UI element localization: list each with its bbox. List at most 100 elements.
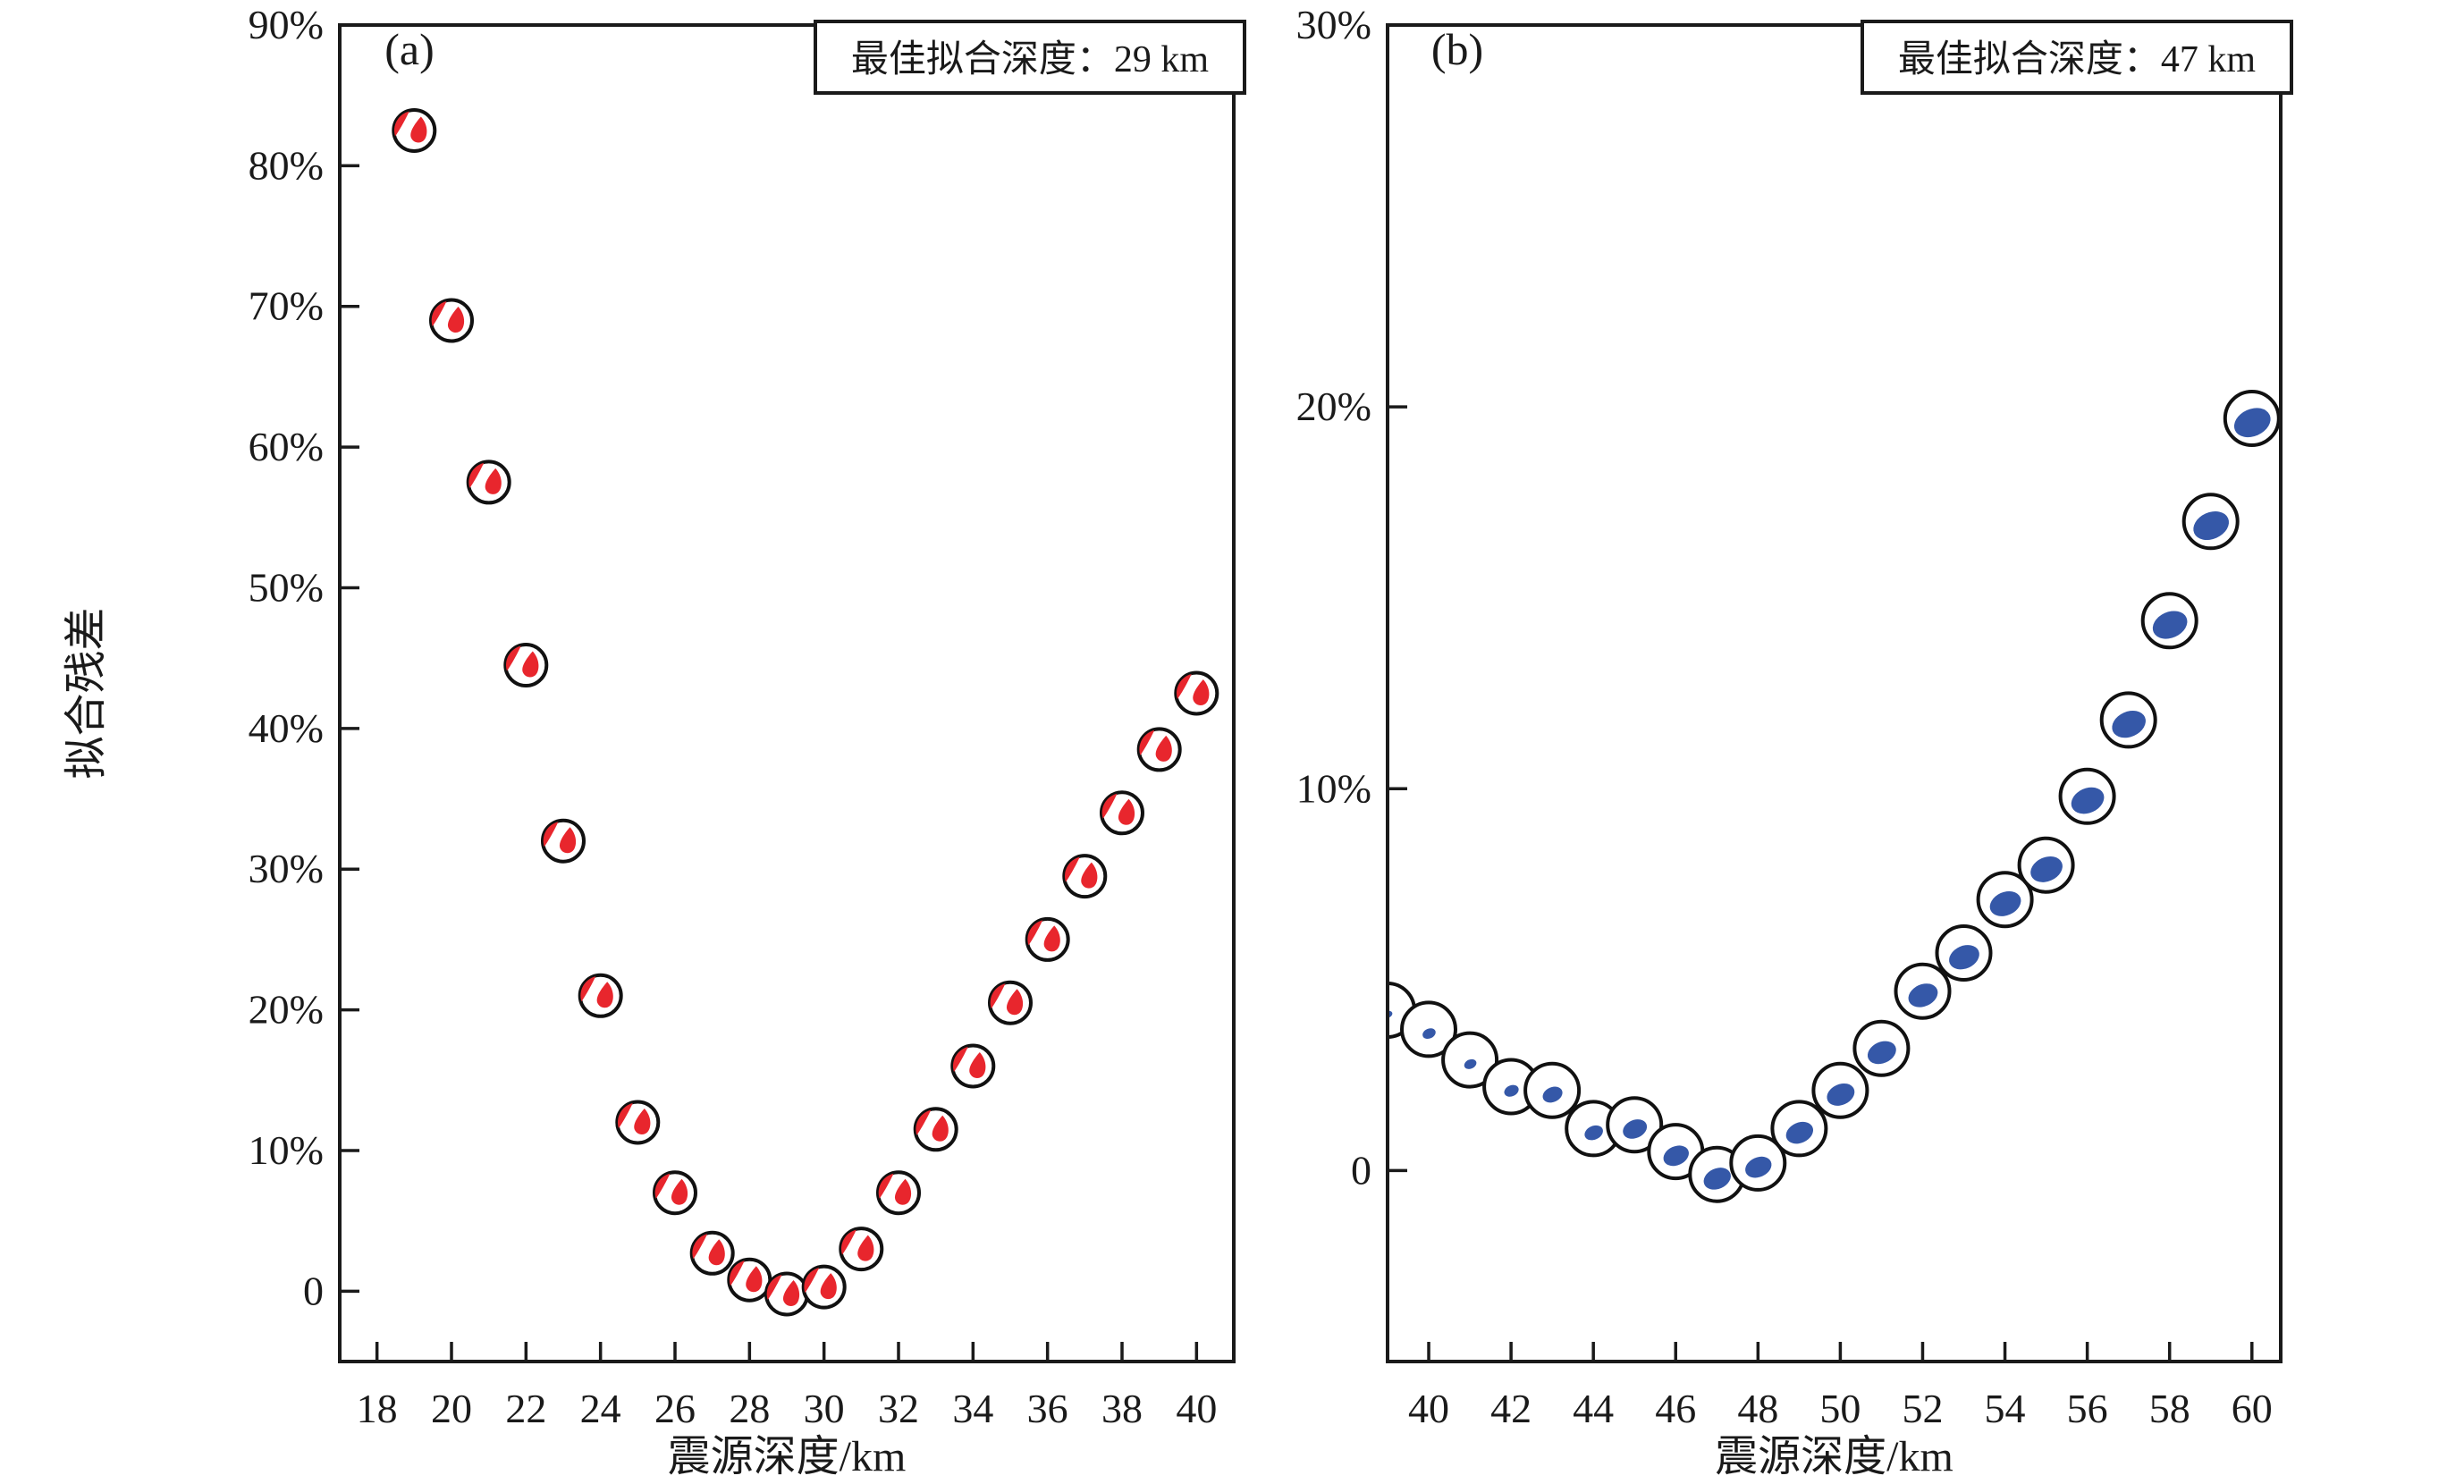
beachball-marker [1976,871,2034,929]
y-tick-label: 40% [249,705,324,751]
y-tick-label: 20% [249,987,324,1033]
beachball-red-pattern [729,1261,763,1293]
red-teardrop-lobe [969,1052,986,1079]
blue-compression-lobe [1422,1028,1436,1040]
beachball-marker [653,1170,697,1216]
red-crescent-lobe [990,983,1006,1009]
y-axis-label: 拟合残差 [63,607,110,779]
x-tick-label: 48 [1737,1386,1778,1431]
beachball-red-pattern [990,983,1024,1016]
beachball-marker [1647,1123,1705,1181]
blue-compression-lobe [1908,983,1938,1008]
blue-compression-lobe [1827,1083,1855,1106]
x-tick-label: 32 [878,1386,919,1431]
x-tick-label: 20 [431,1386,472,1431]
beachball-marker [429,298,474,343]
x-tick-label: 54 [1985,1386,2026,1431]
beachball-red-pattern [617,1103,651,1135]
beachball-marker [2140,592,2198,650]
red-teardrop-lobe [1081,862,1098,889]
beachball-marker [876,1170,921,1216]
x-tick-label: 52 [1902,1386,1943,1431]
x-tick-label: 38 [1101,1386,1143,1431]
beachball-marker [1935,924,1993,982]
beachball-marker [1523,1061,1582,1119]
beachball-red-pattern [1064,856,1098,889]
blue-compression-lobe [2071,787,2105,814]
beachball-marker [764,1271,809,1317]
y-tick-label: 60% [249,424,324,469]
beachball-red-pattern [1139,729,1172,762]
beachball-marker [578,973,623,1018]
beachball-red-pattern [505,645,539,678]
beachball-marker [1729,1134,1787,1192]
blue-compression-lobe [1663,1145,1689,1167]
blue-compression-lobe [2112,710,2146,738]
legend-box [1861,20,2293,95]
beachball-marker [727,1257,772,1303]
blue-compression-lobe [2193,511,2230,541]
blue-compression-lobe [1542,1086,1563,1103]
beachball-marker [839,1227,884,1272]
red-teardrop-lobe [782,1280,800,1307]
x-tick-label: 22 [505,1386,546,1431]
red-teardrop-lobe [447,307,465,333]
red-teardrop-lobe [1118,798,1135,825]
x-tick-label: 28 [729,1386,770,1431]
beachball-red-pattern [692,1234,725,1266]
blue-compression-lobe [1785,1121,1814,1144]
y-tick-label: 90% [249,2,324,47]
red-crescent-lobe [840,1229,856,1255]
beachball-marker [1852,1019,1911,1077]
x-tick-label: 60 [2232,1386,2273,1431]
blue-compression-lobe [2030,856,2063,882]
beachball-marker [1441,1031,1499,1089]
x-tick-label: 50 [1819,1386,1861,1431]
red-crescent-lobe [729,1261,745,1286]
x-tick-label: 34 [952,1386,993,1431]
red-crescent-lobe [393,111,409,137]
blue-compression-lobe [1703,1168,1731,1190]
red-crescent-lobe [617,1103,633,1128]
red-teardrop-lobe [1155,735,1172,762]
legend-box [814,20,1246,95]
blue-compression-lobe [1464,1058,1477,1069]
marker-layer [392,108,1219,1317]
beachball-red-pattern [766,1275,800,1307]
red-crescent-lobe [431,301,447,326]
beachball-marker [1770,1100,1828,1158]
panel-tag: (b) [1431,24,1483,74]
x-tick-label: 18 [357,1386,398,1431]
red-teardrop-lobe [671,1178,688,1205]
y-tick-label: 70% [249,283,324,329]
blue-compression-lobe [1949,945,1979,970]
red-teardrop-lobe [596,982,613,1008]
beachball-marker [1174,670,1219,716]
red-teardrop-lobe [932,1115,949,1142]
legend-label: 最佳拟合深度：29 km [851,39,1210,80]
blue-compression-lobe [2152,611,2188,639]
x-tick-label: 26 [654,1386,696,1431]
x-tick-label: 24 [580,1386,621,1431]
beachball-marker [503,643,549,687]
red-crescent-lobe [580,976,596,1002]
red-crescent-lobe [543,822,559,847]
y-tick-label: 50% [249,564,324,610]
beachball-marker [1100,790,1144,836]
y-tick-label: 20% [1296,384,1371,429]
beachball-red-pattern [543,822,577,854]
red-crescent-lobe [1027,920,1043,946]
blue-compression-lobe [1504,1084,1519,1097]
beachball-marker [541,818,586,864]
panel-a: 18 20 22 24 26 28 30 32 34 36 38 40 0 10% 20% 30% 40% 50%… [63,2,1246,1480]
blue-compression-lobe [2233,408,2271,438]
legend-label: 最佳拟合深度：47 km [1898,39,2257,80]
beachball-marker [1400,1000,1457,1058]
red-teardrop-lobe [708,1239,725,1266]
beachball-red-pattern [654,1173,688,1205]
beachball-marker [1136,727,1182,772]
beachball-marker [1606,1096,1664,1154]
x-tick-label: 40 [1408,1386,1449,1431]
x-tick-label: 30 [804,1386,845,1431]
beachball-red-pattern [878,1173,912,1205]
